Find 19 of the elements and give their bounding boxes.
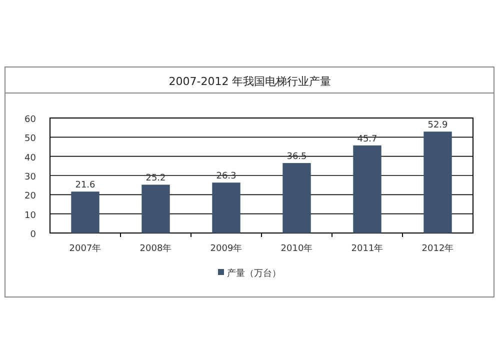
data-label: 25.2 <box>146 174 166 184</box>
data-label: 21.6 <box>75 180 96 191</box>
xtick: 2011年 <box>351 244 384 254</box>
xtick: 2009年 <box>210 244 242 254</box>
legend: 产量（万台） <box>227 269 281 279</box>
ytick: 40 <box>24 153 36 164</box>
xtick: 2007年 <box>69 244 102 254</box>
ytick: 0 <box>30 230 36 240</box>
ytick: 10 <box>24 210 36 221</box>
ytick: 30 <box>24 172 36 182</box>
data-label: 52.9 <box>428 120 448 131</box>
ytick: 60 <box>24 115 36 125</box>
xtick: 2010年 <box>280 244 313 254</box>
xtick: 2008年 <box>140 244 172 254</box>
ytick: 50 <box>24 134 36 144</box>
title: 2007-2012 年我国电梯行业产量 <box>168 75 332 88</box>
xtick: 2012年 <box>422 244 454 254</box>
ytick: 20 <box>24 192 36 202</box>
data-label: 45.7 <box>357 134 378 144</box>
